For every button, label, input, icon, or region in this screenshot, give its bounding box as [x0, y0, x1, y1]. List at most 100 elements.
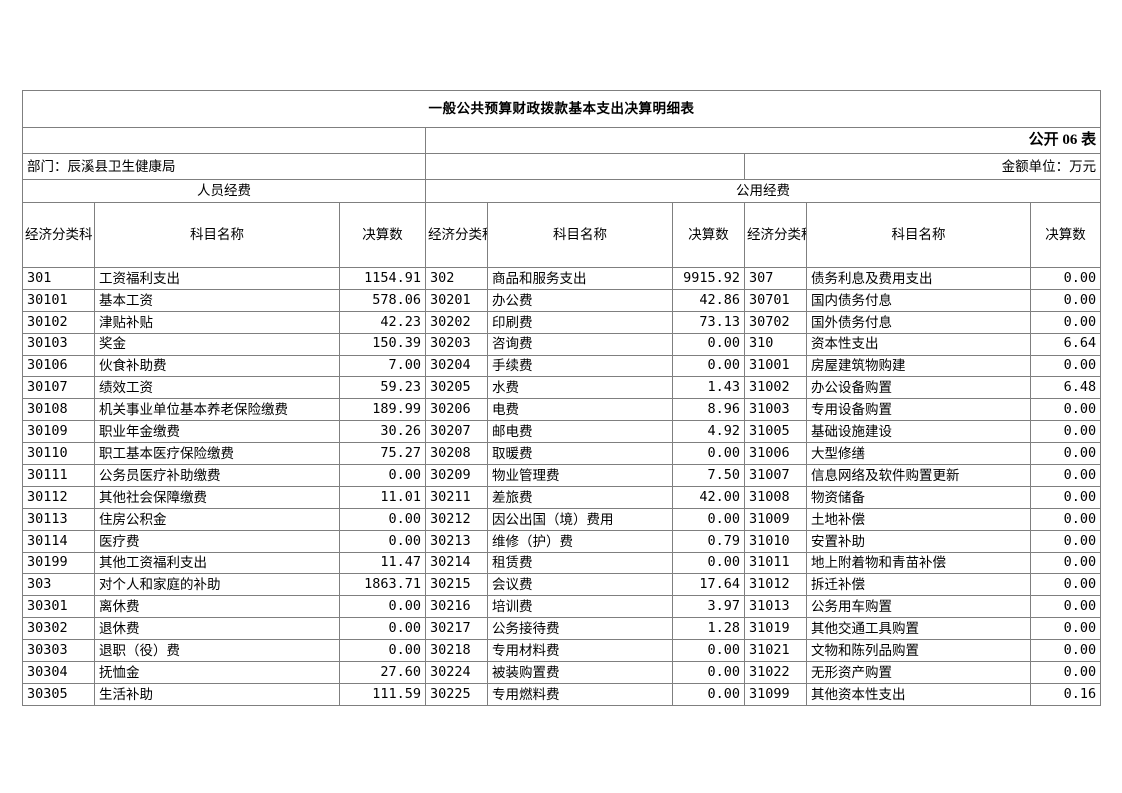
- cell-amount: 0.00: [1029, 354, 1102, 378]
- form-number-row: 公开 06 表: [22, 127, 1102, 154]
- cell-amount: 7.00: [339, 354, 426, 378]
- cell-name: 住房公积金: [94, 507, 340, 531]
- cell-code: 31002: [744, 376, 807, 400]
- cell-amount: 0.00: [672, 442, 745, 466]
- cell-name: 维修（护）费: [487, 529, 673, 553]
- cell-code: 30206: [425, 398, 488, 422]
- form-number: 公开 06 表: [424, 127, 1102, 154]
- cell-code: 30301: [22, 595, 95, 619]
- cell-code: 310: [744, 332, 807, 356]
- cell-name: 专用设备购置: [806, 398, 1031, 422]
- cell-name: 大型修缮: [806, 442, 1031, 466]
- page-title: 一般公共预算财政拨款基本支出决算明细表: [21, 90, 1102, 128]
- cell-code: 30208: [425, 442, 488, 466]
- cell-code: 31010: [744, 529, 807, 553]
- cell-amount: 578.06: [339, 288, 426, 312]
- cell-name: 租赁费: [487, 551, 673, 575]
- cell-amount: 42.86: [672, 288, 745, 312]
- cell-code: 30702: [744, 310, 807, 334]
- cell-amount: 0.00: [339, 617, 426, 641]
- cell-code: 31019: [744, 617, 807, 641]
- cell-code: 30101: [22, 288, 95, 312]
- cell-code: 31006: [744, 442, 807, 466]
- cell-amount: 1863.71: [339, 573, 426, 597]
- cell-name: 其他社会保障缴费: [94, 485, 340, 509]
- cell-name: 奖金: [94, 332, 340, 356]
- cell-amount: 7.50: [672, 464, 745, 487]
- cell-code: 31005: [744, 420, 807, 444]
- cell-amount: 0.00: [339, 639, 426, 663]
- cell-name: 取暖费: [487, 442, 673, 466]
- cell-code: 30106: [22, 354, 95, 378]
- cell-amount: 0.00: [1029, 617, 1102, 641]
- cell-code: 31001: [744, 354, 807, 378]
- cell-name: 信息网络及软件购置更新: [806, 464, 1031, 487]
- cell-code: 30215: [425, 573, 488, 597]
- cell-name: 专用材料费: [487, 639, 673, 663]
- table-row: 30110 职工基本医疗保险缴费 75.27 30208 取暖费 0.00 31006 大型修…: [22, 442, 1102, 466]
- cell-name: 退休费: [94, 617, 340, 641]
- cell-amount: 0.00: [1029, 529, 1102, 553]
- cell-amount: 8.96: [672, 398, 745, 422]
- cell-amount: 0.00: [1029, 507, 1102, 531]
- table-row: 30301 离休费 0.00 30216 培训费 3.97 31013 公务用车购置 0.00: [22, 595, 1102, 619]
- cell-amount: 0.00: [1029, 485, 1102, 509]
- cell-code: 30201: [425, 288, 488, 312]
- cell-amount: 42.23: [339, 310, 426, 334]
- cell-amount: 0.00: [339, 507, 426, 531]
- table-row: 301 工资福利支出 1154.91 302 商品和服务支出 9915.92 307 债务利息…: [22, 267, 1102, 290]
- cell-code: 30202: [425, 310, 488, 334]
- cell-amount: 11.01: [339, 485, 426, 509]
- cell-name: 因公出国（境）费用: [487, 507, 673, 531]
- cell-amount: 0.00: [1029, 420, 1102, 444]
- cell-name: 伙食补助费: [94, 354, 340, 378]
- cell-name: 土地补偿: [806, 507, 1031, 531]
- cell-name: 国内债务付息: [806, 288, 1031, 312]
- cell-amount: 0.00: [1029, 573, 1102, 597]
- cell-name: 办公设备购置: [806, 376, 1031, 400]
- col-header-code-public-left: 经济分类科目编码: [425, 202, 488, 268]
- cell-amount: 9915.92: [672, 267, 745, 290]
- cell-amount: 0.00: [1029, 464, 1102, 487]
- cell-amount: 0.00: [1029, 551, 1102, 575]
- cell-amount: 0.00: [1029, 442, 1102, 466]
- col-header-amount-public-left: 决算数: [672, 202, 745, 268]
- table-row: 30114 医疗费 0.00 30213 维修（护）费 0.79 31010 安置补助 0.00: [22, 529, 1102, 553]
- cell-name: 其他交通工具购置: [806, 617, 1031, 641]
- cell-amount: 17.64: [672, 573, 745, 597]
- cell-code: 30701: [744, 288, 807, 312]
- cell-code: 30225: [425, 682, 488, 706]
- table-row: 30101 基本工资 578.06 30201 办公费 42.86 30701 国内债务付息 0…: [22, 288, 1102, 312]
- cell-code: 30224: [425, 661, 488, 684]
- cell-name: 津贴补贴: [94, 310, 340, 334]
- cell-name: 文物和陈列品购置: [806, 639, 1031, 663]
- cell-code: 30211: [425, 485, 488, 509]
- cell-amount: 0.00: [672, 332, 745, 356]
- cell-amount: 0.00: [339, 464, 426, 487]
- cell-amount: 27.60: [339, 661, 426, 684]
- cell-amount: 59.23: [339, 376, 426, 400]
- cell-code: 30203: [425, 332, 488, 356]
- cell-amount: 0.00: [1029, 639, 1102, 663]
- cell-name: 拆迁补偿: [806, 573, 1031, 597]
- cell-code: 30216: [425, 595, 488, 619]
- cell-amount: 4.92: [672, 420, 745, 444]
- budget-sheet: 一般公共预算财政拨款基本支出决算明细表 公开 06 表 部门：辰溪县卫生健康局 …: [21, 90, 1102, 706]
- cell-amount: 0.00: [672, 639, 745, 663]
- cell-amount: 0.00: [1029, 595, 1102, 619]
- title-row: 一般公共预算财政拨款基本支出决算明细表: [21, 90, 1102, 128]
- cell-name: 物资储备: [806, 485, 1031, 509]
- cell-name: 工资福利支出: [94, 267, 340, 290]
- cell-code: 31013: [744, 595, 807, 619]
- cell-amount: 0.00: [339, 529, 426, 553]
- col-header-code-public-right: 经济分类科目编码: [744, 202, 807, 268]
- cell-name: 无形资产购置: [806, 661, 1031, 684]
- cell-amount: 150.39: [339, 332, 426, 356]
- cell-name: 公务用车购置: [806, 595, 1031, 619]
- cell-code: 31021: [744, 639, 807, 663]
- cell-name: 职工基本医疗保险缴费: [94, 442, 340, 466]
- cell-code: 30107: [22, 376, 95, 400]
- column-header-row: 经济分类科目编码 科目名称 决算数 经济分类科目编码 科目名称 决算数 经济分类…: [22, 202, 1102, 268]
- cell-name: 手续费: [487, 354, 673, 378]
- cell-name: 抚恤金: [94, 661, 340, 684]
